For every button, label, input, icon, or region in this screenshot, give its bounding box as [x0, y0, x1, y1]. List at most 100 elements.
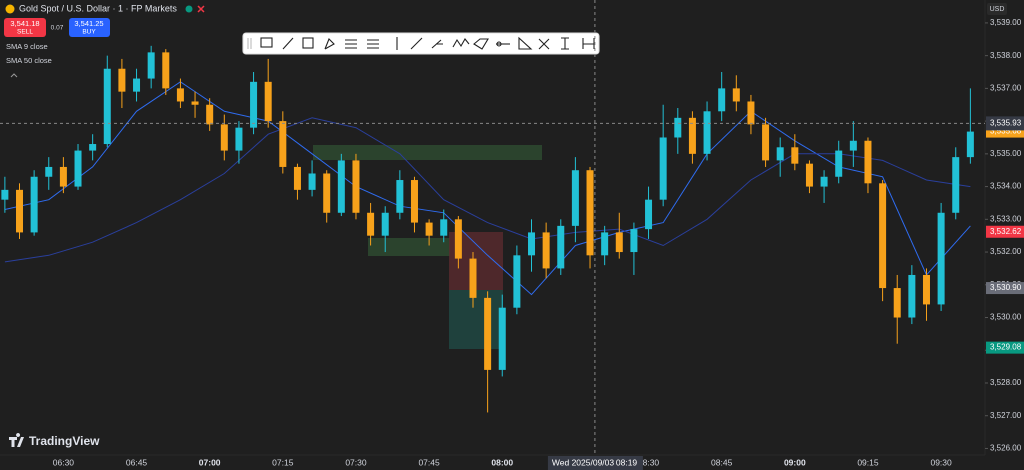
- take-profit-zone: [449, 290, 503, 349]
- x-tick-label: 08:30: [638, 457, 660, 467]
- candle-body: [191, 101, 199, 105]
- y-tick-label: 3,534.00: [990, 182, 1022, 191]
- x-tick-label: 09:15: [857, 457, 879, 467]
- plot-area: [1, 45, 974, 413]
- candle-body: [864, 140, 872, 184]
- candle-body: [849, 140, 857, 151]
- candle-body: [674, 117, 682, 138]
- buy-price: 3,541.25: [74, 19, 103, 28]
- tool-icon[interactable]: [582, 38, 595, 49]
- x-tick-label: 07:30: [345, 457, 367, 467]
- candle-body: [966, 131, 974, 158]
- candle-body: [747, 101, 755, 125]
- x-tick-label: 07:00: [199, 457, 221, 467]
- tool-icon[interactable]: [282, 37, 294, 50]
- crosshair-time: 08:19: [616, 457, 638, 467]
- candle-body: [59, 166, 67, 187]
- candle-body: [206, 104, 214, 125]
- candle-body: [791, 147, 799, 164]
- x-tick-label: 06:45: [126, 457, 148, 467]
- candle-body: [542, 232, 550, 269]
- candle-body: [293, 166, 301, 190]
- candle-body: [381, 212, 389, 236]
- candle-body: [1, 189, 9, 200]
- price-label: 3,530.90: [990, 283, 1022, 292]
- tool-icon[interactable]: [302, 37, 314, 49]
- currency-box[interactable]: [987, 3, 1007, 15]
- crosshair-price: 3,535.93: [990, 119, 1022, 128]
- tool-icon[interactable]: [367, 39, 379, 49]
- candle-body: [688, 117, 696, 154]
- y-tick-label: 3,538.00: [990, 51, 1022, 60]
- y-tick-label: 3,535.00: [990, 149, 1022, 158]
- tool-icon[interactable]: [345, 39, 357, 49]
- crosshair-time-box: [547, 456, 643, 470]
- candle-body: [89, 144, 97, 151]
- sma-line: [4, 117, 971, 263]
- tool-icon[interactable]: [518, 36, 533, 50]
- indicator-legend[interactable]: SMA 9 close: [6, 42, 48, 51]
- zone-box: [368, 238, 450, 256]
- candle-body: [337, 160, 345, 213]
- y-tick-label: 3,526.00: [990, 444, 1022, 453]
- candle-body: [410, 180, 418, 223]
- x-tick-label: 09:30: [930, 457, 952, 467]
- price-label: 3,535.68: [990, 127, 1022, 136]
- candle-body: [250, 81, 258, 128]
- candle-body: [557, 225, 565, 269]
- candle-body: [820, 176, 828, 187]
- buy-label: BUY: [82, 29, 96, 36]
- tool-icon[interactable]: [561, 37, 569, 50]
- crosshair-price-box: [986, 116, 1024, 131]
- candle-body: [952, 157, 960, 213]
- crosshair-date: Wed 2025/09/03: [552, 457, 614, 467]
- candle-body: [732, 88, 740, 102]
- x-tick-label: 08:45: [711, 457, 733, 467]
- candle-body: [601, 232, 609, 256]
- tool-icon[interactable]: [324, 38, 335, 50]
- status-dot[interactable]: [185, 5, 193, 13]
- drawing-toolbar: [242, 32, 600, 55]
- collapse-icon[interactable]: [10, 73, 18, 78]
- candle-body: [425, 222, 433, 236]
- x-tick-label: 08:00: [491, 457, 513, 467]
- candle-body: [893, 288, 901, 318]
- close-icon[interactable]: [197, 5, 205, 13]
- zone-box: [313, 145, 542, 160]
- tool-icon[interactable]: [538, 38, 550, 50]
- sell-label: SELL: [17, 29, 33, 36]
- tool-icon[interactable]: [496, 41, 502, 47]
- tool-icon[interactable]: [473, 38, 489, 50]
- tool-icon[interactable]: [452, 38, 470, 48]
- candle-body: [908, 274, 916, 318]
- candle-body: [367, 212, 375, 236]
- candle-body: [659, 137, 667, 200]
- y-tick-label: 3,527.00: [990, 411, 1022, 420]
- candle-body: [586, 170, 594, 256]
- y-tick-label: 3,530.00: [990, 313, 1022, 322]
- candle-body: [220, 124, 228, 151]
- price-label-box: [986, 282, 1024, 295]
- sell-button[interactable]: [4, 18, 46, 37]
- candle-body: [718, 88, 726, 112]
- price-label-box: [986, 225, 1024, 238]
- candle-body: [805, 163, 813, 187]
- indicator-legend[interactable]: SMA 50 close: [6, 56, 52, 65]
- tool-icon[interactable]: [431, 39, 443, 49]
- logo-mark: [9, 433, 24, 447]
- x-tick-label: 07:45: [418, 457, 440, 467]
- drag-handle[interactable]: [247, 38, 252, 49]
- candle-body: [703, 111, 711, 154]
- buy-button[interactable]: [69, 18, 110, 37]
- x-tick-label: 09:00: [784, 457, 806, 467]
- candle-body: [484, 297, 492, 370]
- tool-icon[interactable]: [260, 37, 273, 48]
- price-label: 3,532.62: [990, 227, 1022, 236]
- y-tick-label: 3,539.00: [990, 18, 1022, 27]
- y-tick-label: 3,537.00: [990, 83, 1022, 92]
- candle-body: [645, 199, 653, 230]
- candle-body: [308, 173, 316, 190]
- tool-icon[interactable]: [410, 37, 423, 50]
